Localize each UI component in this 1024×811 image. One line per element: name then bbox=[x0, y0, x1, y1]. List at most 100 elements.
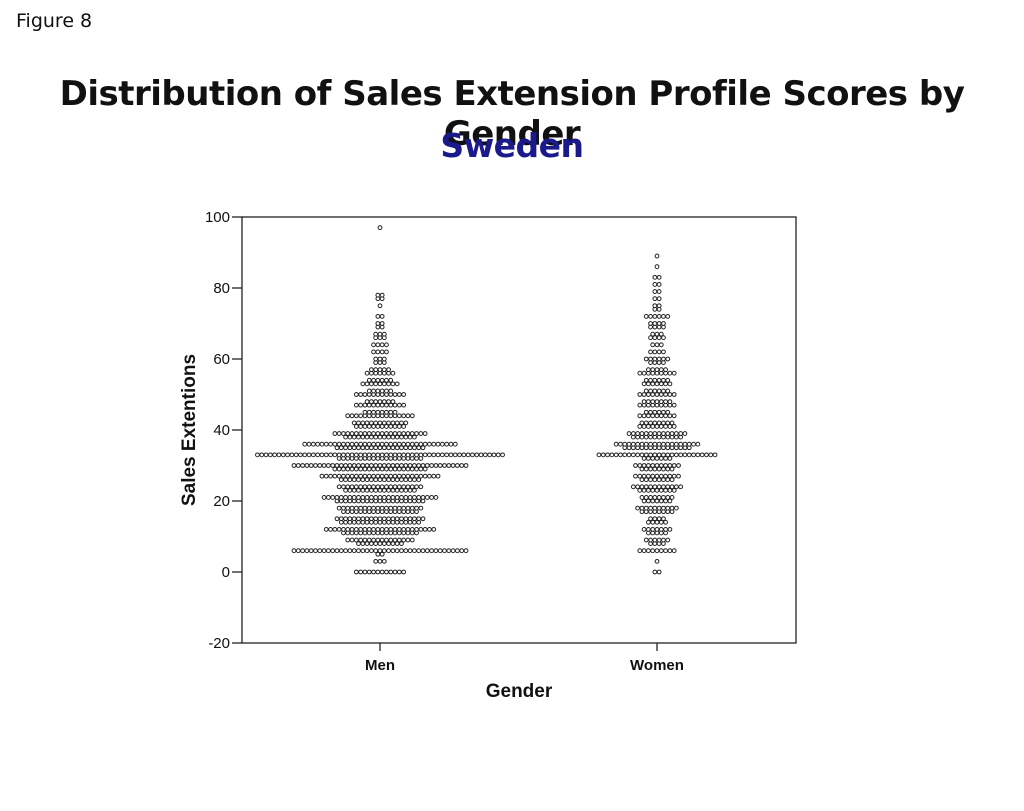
data-point bbox=[379, 527, 385, 532]
data-point bbox=[373, 367, 379, 373]
data-point bbox=[369, 381, 374, 387]
data-point bbox=[353, 441, 359, 447]
data-point bbox=[313, 463, 318, 468]
data-point bbox=[682, 441, 688, 447]
data-point bbox=[332, 527, 338, 532]
data-point bbox=[405, 505, 411, 511]
data-point bbox=[656, 495, 662, 500]
data-point bbox=[371, 537, 376, 543]
data-point bbox=[639, 452, 645, 458]
data-point bbox=[448, 441, 454, 447]
data-point bbox=[349, 473, 355, 479]
data-point bbox=[652, 420, 658, 426]
data-point bbox=[656, 282, 662, 287]
data-point bbox=[648, 356, 653, 362]
data-point bbox=[362, 569, 368, 575]
data-point bbox=[360, 381, 366, 387]
data-point bbox=[708, 452, 714, 458]
data-point bbox=[673, 484, 679, 490]
data-point bbox=[643, 452, 649, 458]
data-point bbox=[343, 516, 349, 522]
data-point bbox=[414, 527, 419, 532]
data-point bbox=[656, 516, 662, 522]
data-point bbox=[399, 420, 404, 426]
x-axis-title: Gender bbox=[486, 681, 553, 702]
data-point bbox=[652, 569, 658, 575]
y-tick-label: 40 bbox=[213, 422, 230, 439]
data-point bbox=[422, 466, 428, 472]
data-point bbox=[394, 381, 400, 387]
data-point bbox=[643, 314, 649, 319]
data-point bbox=[295, 463, 301, 468]
data-point bbox=[366, 473, 372, 479]
data-point bbox=[390, 477, 396, 483]
data-point bbox=[375, 409, 381, 415]
data-point bbox=[429, 548, 435, 554]
data-point bbox=[366, 377, 372, 383]
data-point bbox=[495, 452, 501, 458]
data-point bbox=[656, 441, 662, 447]
data-point bbox=[650, 456, 656, 461]
data-point bbox=[465, 452, 471, 458]
data-point bbox=[369, 541, 374, 546]
data-point bbox=[334, 516, 340, 522]
data-point bbox=[381, 516, 387, 522]
data-point bbox=[373, 516, 379, 522]
data-point bbox=[427, 441, 432, 447]
data-point bbox=[459, 548, 465, 554]
data-point bbox=[656, 321, 662, 326]
data-point bbox=[663, 463, 668, 468]
data-point bbox=[364, 370, 370, 376]
data-point bbox=[338, 477, 344, 483]
data-point bbox=[663, 527, 668, 532]
data-point bbox=[648, 505, 653, 511]
data-point bbox=[291, 548, 297, 554]
data-point bbox=[652, 356, 658, 362]
y-tick-label: 80 bbox=[213, 280, 230, 297]
data-point bbox=[637, 392, 643, 397]
data-point bbox=[364, 420, 370, 426]
data-point bbox=[654, 264, 660, 270]
data-point bbox=[388, 409, 394, 415]
data-point bbox=[412, 445, 417, 451]
data-point bbox=[373, 399, 379, 405]
data-point bbox=[377, 331, 383, 337]
data-point bbox=[379, 292, 385, 298]
data-point bbox=[643, 431, 649, 436]
data-point bbox=[409, 484, 415, 490]
data-point bbox=[369, 477, 374, 483]
data-point bbox=[343, 548, 349, 554]
data-point bbox=[665, 495, 671, 500]
data-point bbox=[353, 413, 359, 419]
data-point bbox=[358, 505, 364, 511]
data-point bbox=[431, 527, 437, 532]
data-point bbox=[407, 516, 413, 522]
data-point bbox=[405, 413, 411, 419]
data-point bbox=[375, 537, 381, 543]
series-men bbox=[255, 225, 505, 575]
data-point bbox=[630, 431, 636, 436]
data-point bbox=[635, 505, 641, 511]
data-point bbox=[643, 356, 649, 362]
data-point bbox=[356, 495, 361, 500]
data-point bbox=[396, 441, 402, 447]
data-point bbox=[641, 413, 647, 419]
x-tick-label: Men bbox=[365, 657, 395, 674]
data-point bbox=[403, 495, 409, 500]
data-point bbox=[665, 431, 671, 436]
data-point bbox=[399, 495, 404, 500]
data-point bbox=[315, 441, 321, 447]
data-point bbox=[641, 392, 647, 397]
data-point bbox=[656, 388, 662, 394]
plot-frame bbox=[241, 216, 797, 644]
data-point bbox=[392, 537, 398, 543]
data-point bbox=[304, 548, 310, 554]
data-point bbox=[345, 473, 351, 479]
data-point bbox=[648, 477, 653, 483]
data-point bbox=[373, 356, 379, 362]
data-point bbox=[656, 356, 662, 362]
data-point bbox=[386, 516, 392, 522]
data-point bbox=[656, 477, 662, 483]
data-point bbox=[646, 413, 651, 419]
data-point bbox=[650, 487, 656, 493]
